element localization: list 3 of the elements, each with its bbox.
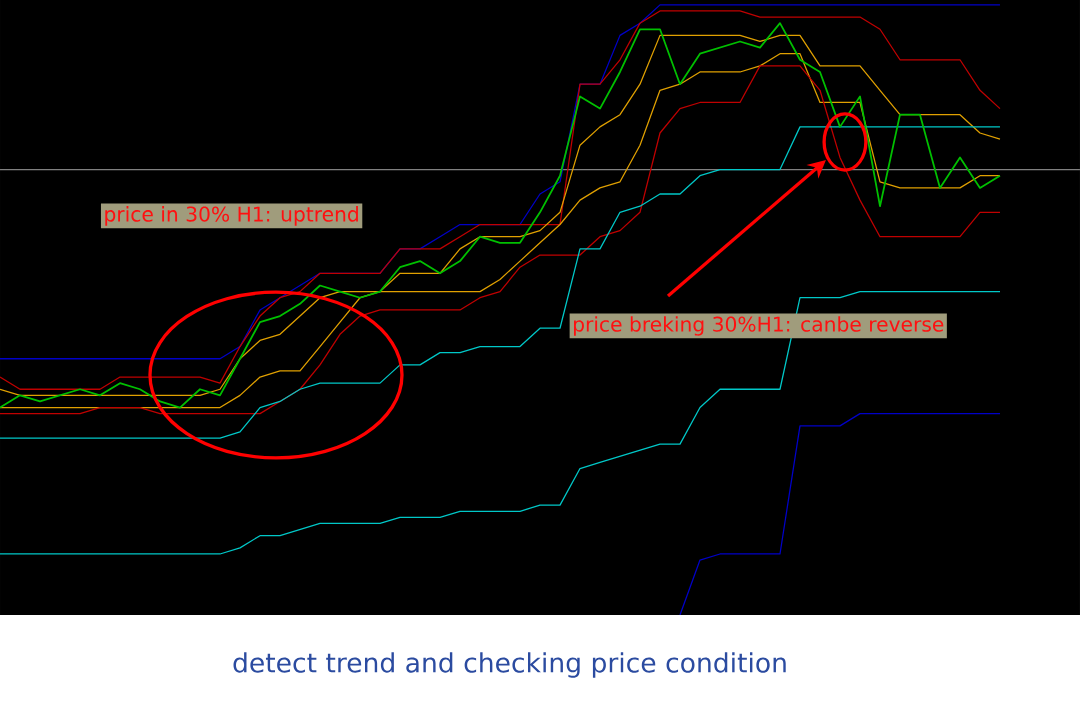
- annotation: price in 30% H1: uptrend: [105, 206, 358, 226]
- text: detect trend and checking price condition: [233, 652, 786, 678]
- annotation: price breking 30%H1: canbe reverse: [574, 316, 944, 336]
